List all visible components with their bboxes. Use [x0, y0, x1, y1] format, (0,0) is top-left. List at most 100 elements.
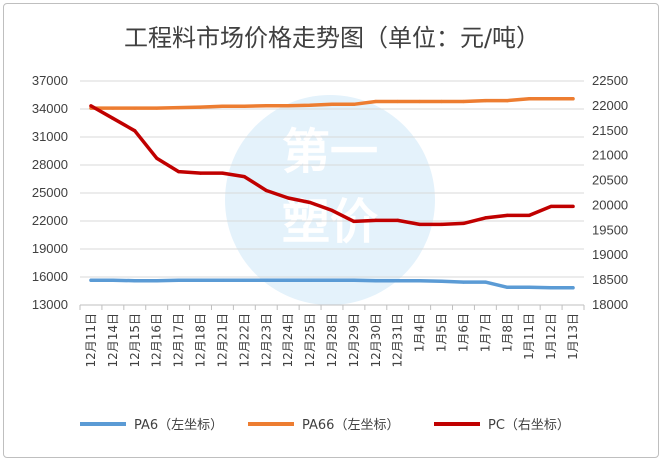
legend-item: PA66（左坐标）: [248, 414, 399, 433]
x-tick-label: 12月22日: [237, 313, 251, 368]
data-point: [242, 278, 246, 282]
data-point: [330, 102, 334, 106]
data-point: [352, 102, 356, 106]
y-right-tick-label: 19000: [592, 247, 628, 262]
watermark-logo: 第一 塑价: [225, 95, 435, 305]
data-point: [330, 278, 334, 282]
x-tick-label: 1月11日: [522, 313, 536, 360]
y-right-tick-label: 21500: [592, 123, 628, 138]
data-point: [155, 156, 159, 160]
y-left-tick-label: 34000: [32, 101, 68, 116]
data-point: [527, 97, 531, 101]
data-point: [220, 278, 225, 282]
legend: PA6（左坐标） PA66（左坐标） PC（右坐标）: [0, 414, 664, 436]
data-point: [439, 222, 444, 226]
data-point: [549, 97, 553, 101]
data-point: [374, 99, 378, 104]
y-left-tick-label: 25000: [32, 185, 68, 200]
legend-item: PA6（左坐标）: [80, 414, 223, 433]
data-point: [330, 208, 334, 213]
data-point: [111, 106, 115, 110]
data-point: [549, 204, 553, 209]
data-point: [505, 213, 509, 217]
y-right-tick-label: 21000: [592, 148, 628, 163]
data-point: [308, 200, 312, 205]
y-left-tick-label: 37000: [32, 73, 68, 88]
x-tick-label: 1月5日: [435, 313, 449, 352]
x-tick-label: 1月13日: [566, 313, 580, 360]
data-point: [220, 171, 225, 175]
data-point: [198, 105, 203, 109]
data-point: [264, 188, 268, 193]
data-point: [155, 106, 159, 110]
data-point: [461, 99, 466, 104]
data-point: [177, 169, 181, 174]
y-right-tick-label: 18000: [592, 297, 628, 312]
x-tick-label: 12月25日: [303, 313, 317, 368]
data-point: [220, 104, 225, 108]
data-point: [396, 218, 400, 222]
data-point: [396, 279, 400, 283]
data-point: [352, 278, 356, 282]
data-point: [155, 279, 159, 283]
x-tick-label: 1月4日: [413, 313, 427, 352]
x-tick-label: 1月12日: [544, 313, 558, 360]
data-point: [198, 278, 203, 282]
y-right-tick-label: 20000: [592, 197, 628, 212]
data-point: [571, 97, 575, 101]
x-tick-label: 12月17日: [172, 313, 186, 368]
x-tick-label: 12月28日: [325, 313, 339, 368]
data-point: [374, 218, 378, 222]
data-point: [483, 280, 487, 284]
chart-title: 工程料市场价格走势图（单位：元/吨）: [123, 24, 541, 52]
y-right-tick-label: 18500: [592, 272, 628, 287]
x-tick-label: 12月16日: [150, 313, 164, 368]
y-left-tick-label: 28000: [32, 157, 68, 172]
y-right-tick-label: 22500: [592, 73, 628, 88]
data-point: [418, 279, 422, 283]
data-point: [111, 278, 115, 282]
x-tick-label: 1月6日: [456, 313, 470, 352]
data-point: [133, 129, 137, 133]
data-point: [418, 99, 422, 104]
data-point: [549, 286, 553, 290]
data-point: [264, 278, 268, 282]
data-point: [264, 104, 268, 108]
y-left-tick-label: 31000: [32, 129, 68, 144]
x-tick-label: 12月31日: [391, 313, 405, 368]
data-point: [505, 99, 509, 103]
data-point: [483, 216, 487, 220]
y-right-tick-label: 20500: [592, 173, 628, 188]
data-point: [111, 116, 115, 120]
data-point: [461, 221, 466, 225]
legend-label: PA6（左坐标）: [134, 418, 224, 433]
x-tick-label: 1月8日: [500, 313, 514, 352]
y-left-tick-label: 19000: [32, 241, 68, 256]
x-tick-label: 12月18日: [194, 313, 208, 368]
y-right-tick-label: 22000: [592, 98, 628, 113]
y-left-tick-label: 22000: [32, 213, 68, 228]
x-tick-label: 12月15日: [128, 313, 142, 368]
data-point: [177, 278, 181, 282]
data-point: [571, 204, 575, 209]
legend-swatch: [434, 421, 480, 426]
x-tick-label: 12月24日: [281, 313, 295, 368]
data-point: [242, 174, 246, 179]
legend-item: PC（右坐标）: [434, 414, 570, 433]
x-tick-label: 12月29日: [347, 313, 361, 368]
data-point: [527, 285, 531, 289]
x-tick-label: 1月7日: [478, 313, 492, 352]
data-point: [439, 279, 444, 283]
data-point: [242, 104, 246, 108]
legend-swatch: [80, 421, 126, 426]
x-tick-label: 12月23日: [259, 313, 273, 368]
x-tick-label: 12月30日: [369, 313, 383, 368]
data-point: [286, 104, 290, 108]
x-tick-label: 12月14日: [106, 313, 120, 368]
data-point: [286, 278, 290, 282]
y-right-tick-label: 19500: [592, 222, 628, 237]
legend-swatch: [248, 421, 294, 426]
y-left-tick-label: 16000: [32, 269, 68, 284]
data-point: [418, 222, 422, 226]
